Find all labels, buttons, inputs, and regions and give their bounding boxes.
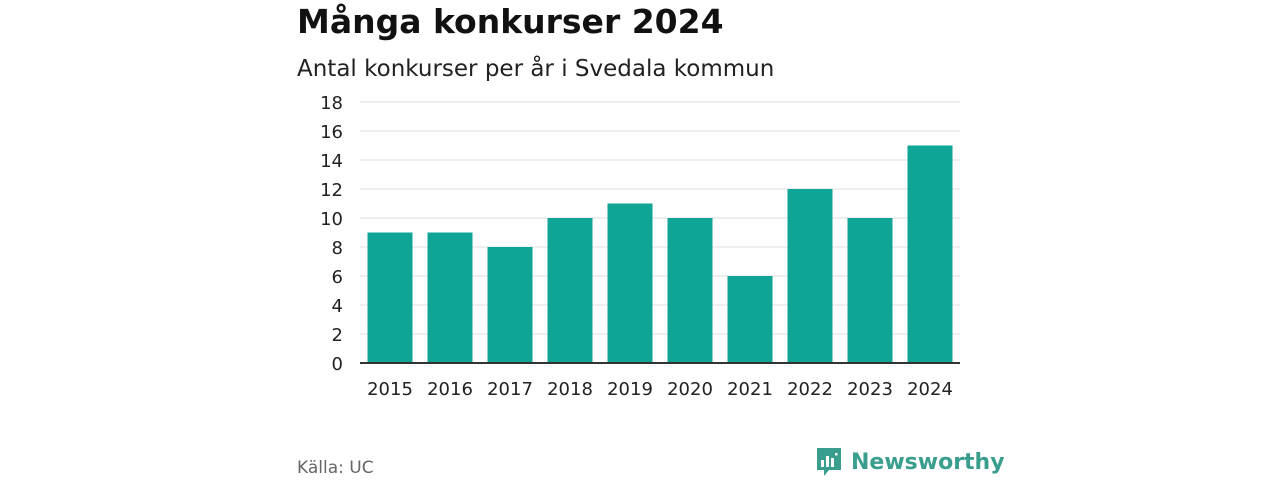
y-tick-label: 2 bbox=[332, 325, 343, 346]
brand-name: Newsworthy bbox=[851, 449, 1005, 475]
bar bbox=[847, 218, 893, 363]
brand-logo: Newsworthy bbox=[815, 446, 1005, 478]
bar bbox=[907, 145, 953, 363]
x-tick-label: 2015 bbox=[367, 379, 413, 400]
x-tick-label: 2023 bbox=[847, 379, 893, 400]
bar-chart: 0 2 4 6 8 10 12 14 16 18 2015 2016 2017 2018 2019 2020 2… bbox=[320, 93, 960, 400]
chart-title: Många konkurser 2024 bbox=[297, 2, 724, 41]
bar bbox=[487, 247, 533, 363]
chart-subtitle: Antal konkurser per år i Svedala kommun bbox=[297, 56, 775, 82]
y-tick-label: 6 bbox=[332, 267, 343, 288]
bar bbox=[787, 189, 833, 363]
bar bbox=[727, 276, 773, 363]
newsworthy-logo-icon bbox=[817, 448, 841, 476]
x-tick-label: 2020 bbox=[667, 379, 713, 400]
y-tick-label: 16 bbox=[320, 122, 343, 143]
bar bbox=[367, 232, 413, 363]
y-tick-label: 0 bbox=[332, 354, 343, 375]
bar bbox=[607, 203, 653, 363]
bar bbox=[667, 218, 713, 363]
y-tick-label: 4 bbox=[332, 296, 343, 317]
y-tick-label: 14 bbox=[320, 151, 343, 172]
bar bbox=[427, 232, 473, 363]
source-label: Källa: UC bbox=[297, 458, 374, 478]
x-tick-label: 2016 bbox=[427, 379, 473, 400]
x-tick-label: 2019 bbox=[607, 379, 653, 400]
bar bbox=[547, 218, 593, 363]
y-tick-label: 10 bbox=[320, 209, 343, 230]
y-tick-label: 18 bbox=[320, 93, 343, 114]
x-tick-label: 2017 bbox=[487, 379, 533, 400]
y-tick-label: 8 bbox=[332, 238, 343, 259]
x-tick-label: 2018 bbox=[547, 379, 593, 400]
x-tick-label: 2022 bbox=[787, 379, 833, 400]
y-tick-label: 12 bbox=[320, 180, 343, 201]
x-tick-label: 2021 bbox=[727, 379, 773, 400]
x-tick-label: 2024 bbox=[907, 379, 953, 400]
